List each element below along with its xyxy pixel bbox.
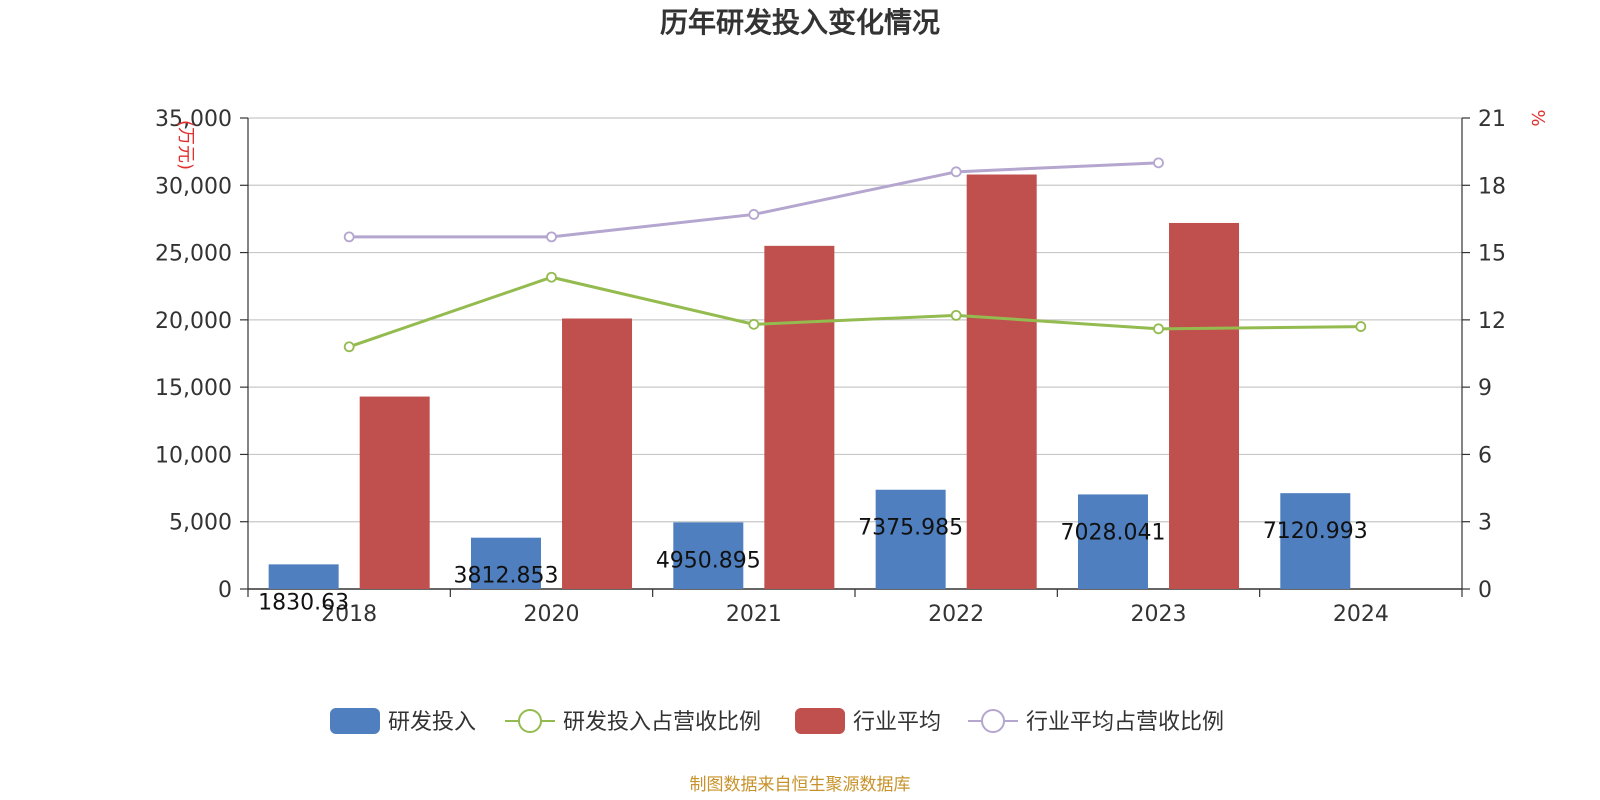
left-tick-label: 10,000 [155,443,232,468]
lines [343,157,1367,353]
bar [1169,222,1240,590]
left-tick-label: 30,000 [155,174,232,199]
x-tick-label: 2024 [1333,602,1389,627]
right-tick-label: 0 [1478,578,1492,603]
legend-swatch-marker [981,709,1005,733]
right-tick-label: 12 [1478,309,1506,334]
bar-data-label: 1830.63 [258,590,349,615]
bar [359,396,430,589]
series-point [343,341,355,353]
bar-data-label: 7120.993 [1263,519,1368,544]
grid [248,117,1462,523]
axes: 0 0 5,000 3 10,000 6 15,000 9 20,000 12 25,000 15 30… [155,107,1548,627]
bar [966,174,1037,589]
data-source: 制图数据来自恒生聚源数据库 [690,775,911,795]
x-tick-label: 2018 [321,602,377,627]
right-tick-label: 18 [1478,174,1506,199]
left-tick-label: 20,000 [155,309,232,334]
bar [764,245,835,590]
legend-label: 行业平均占营收比例 [1026,710,1224,735]
series-point [1355,321,1367,332]
left-axis-unit: (万元) [175,120,196,170]
x-tick-label: 2021 [726,602,782,627]
legend-swatch-bar [330,708,380,734]
bar-data-label: 4950.895 [656,548,761,573]
right-tick-label: 6 [1478,443,1492,468]
bar [268,564,339,589]
right-axis-unit: % [1527,109,1548,126]
series-point [546,271,557,283]
bar [562,318,633,589]
right-tick-label: 9 [1478,376,1492,401]
series-point [343,231,355,243]
right-tick-label: 21 [1478,107,1506,132]
bar [673,522,744,589]
series-line [348,275,1361,349]
legend: 研发投入 研发投入占营收比例 行业平均 行业平均占营收比例 [330,708,1224,735]
bar [470,537,541,589]
series-point [748,209,760,220]
left-tick-label: 0 [218,578,232,603]
series-point [1153,157,1164,169]
series-point [950,166,962,178]
series-point [748,318,760,330]
left-tick-label: 25,000 [155,242,232,267]
series-point [1153,323,1164,335]
right-tick-label: 3 [1478,511,1492,536]
bars: 1830.63 3812.853 4950.895 7375.985 7028.041 7… [258,174,1368,615]
legend-swatch-bar [795,708,845,734]
series-point [546,231,557,243]
legend-label: 研发投入 [388,710,476,735]
bar-data-label: 3812.853 [453,564,558,589]
legend-label: 研发投入占营收比例 [563,710,761,735]
left-tick-label: 5,000 [169,511,232,536]
left-tick-label: 15,000 [155,376,232,401]
bar-data-label: 7028.041 [1060,520,1165,545]
bar [1280,493,1351,589]
chart-title: 历年研发投入变化情况 [660,6,940,39]
x-tick-label: 2020 [524,602,580,627]
legend-label: 行业平均 [853,710,941,735]
series-line [349,161,1159,239]
series-point [950,309,962,321]
bar-data-label: 7375.985 [858,516,963,541]
x-tick-label: 2022 [928,602,984,627]
x-tick-label: 2023 [1131,602,1187,627]
left-tick-label: 35,000 [155,107,232,132]
right-tick-label: 15 [1478,242,1506,267]
legend-swatch-marker [518,709,542,733]
bar [1077,494,1148,589]
bar [875,489,946,589]
